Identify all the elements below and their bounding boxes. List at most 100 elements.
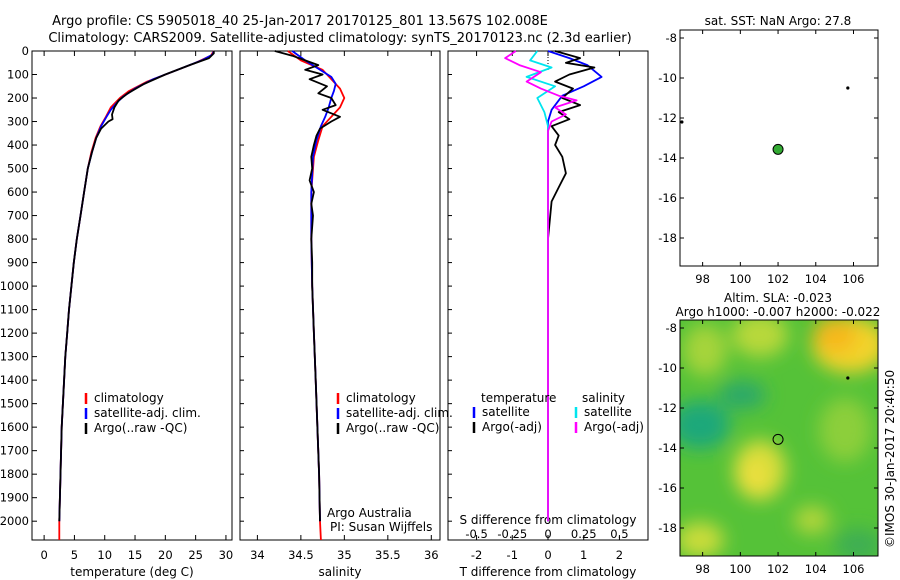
temperature-legend-label: satellite-adj. clim.	[94, 406, 201, 420]
depth-tick-label: 400	[7, 138, 29, 152]
difference-xtick-label: 2	[616, 548, 623, 562]
diff-legend-temperature-header: temperature	[481, 391, 556, 405]
temperature-xtick-label: 25	[188, 548, 203, 562]
sla-map-frame	[679, 319, 879, 557]
depth-tick-label: 200	[7, 91, 29, 105]
temperature-panel: temperature (deg C) 0 5 10 15 20 25 3001002003…	[0, 44, 233, 579]
depth-tick-label: 500	[7, 162, 29, 176]
difference-top-tick-label: -0.5	[465, 527, 487, 541]
sla-map-title: Altim. SLA: -0.023	[724, 291, 832, 305]
diff-temperature-legend-label: satellite	[482, 405, 530, 419]
difference-panel: T difference from climatology S differen…	[447, 50, 649, 579]
salinity-legend-label: satellite-adj. clim.	[346, 406, 453, 420]
sla-ytick-label: -10	[658, 361, 677, 375]
salinity-xtick-label: 36	[424, 548, 439, 562]
depth-tick-label: 0	[22, 44, 29, 58]
depth-tick-label: 800	[7, 232, 29, 246]
sst-ytick-label: -18	[658, 231, 677, 245]
temperature-xtick-label: 20	[158, 548, 173, 562]
sst-xtick-label: 98	[695, 272, 710, 286]
salinity-legend-label: climatology	[346, 391, 416, 405]
salinity-legend-label: Argo(..raw -QC)	[346, 421, 439, 435]
sst-ytick-label: -10	[658, 71, 677, 85]
sla-xtick-label: 100	[729, 562, 751, 576]
sla-ytick-label: -8	[666, 321, 677, 335]
diff-temperature-legend-label: Argo(-adj)	[482, 420, 542, 434]
title-line-2: Climatology: CARS2009. Satellite-adjuste…	[48, 31, 631, 46]
depth-tick-label: 1300	[0, 350, 29, 364]
sla-track-point	[846, 376, 850, 380]
sla-ytick-label: -14	[658, 441, 677, 455]
salinity-xlabel: salinity	[318, 565, 361, 579]
salinity-panel: salinity 34 34.5 35 35.5 36	[239, 50, 441, 579]
temperature-frame	[31, 50, 233, 541]
temperature-xtick-label: 30	[219, 548, 234, 562]
depth-tick-label: 1200	[0, 326, 29, 340]
sst-ytick-label: -14	[658, 151, 677, 165]
sla-map-subtitle: Argo h1000: -0.007 h2000: -0.022	[676, 305, 881, 319]
depth-tick-label: 1600	[0, 420, 29, 434]
difference-top-tick-label: 0.5	[610, 527, 628, 541]
sst-xtick-label: 100	[729, 272, 751, 286]
depth-tick-label: 1400	[0, 373, 29, 387]
depth-tick-label: 100	[7, 68, 29, 82]
depth-tick-label: 900	[7, 256, 29, 270]
sla-xtick-label: 98	[695, 562, 710, 576]
title-line-1: Argo profile: CS 5905018_40 25-Jan-2017 …	[52, 14, 548, 29]
pi-label: PI: Susan Wijffels	[330, 520, 432, 534]
difference-top-tick-label: 0.25	[571, 527, 597, 541]
diff-salinity-legend-label: satellite	[584, 405, 632, 419]
sst-track-point	[680, 120, 684, 124]
temperature-legend-label: climatology	[94, 391, 164, 405]
diff-legend-salinity-header: salinity	[582, 391, 625, 405]
sst-track-point	[846, 86, 850, 90]
sst-ytick-label: -16	[658, 191, 677, 205]
temperature-xtick-label: 0	[40, 548, 47, 562]
depth-tick-label: 1100	[0, 303, 29, 317]
salinity-xtick-label: 34.5	[288, 548, 314, 562]
depth-tick-label: 1900	[0, 491, 29, 505]
depth-tick-label: 700	[7, 209, 29, 223]
difference-xtick-label: -1	[507, 548, 518, 562]
sst-map-title: sat. SST: NaN Argo: 27.8	[705, 14, 852, 28]
temperature-xtick-label: 10	[97, 548, 112, 562]
sla-ytick-label: -16	[658, 481, 677, 495]
depth-tick-label: 1500	[0, 397, 29, 411]
temperature-legend-label: Argo(..raw -QC)	[94, 421, 187, 435]
sla-xtick-label: 104	[805, 562, 827, 576]
sst-map-panel: sat. SST: NaN Argo: 27.8 98 100 102 104 106 -…	[658, 14, 879, 286]
difference-xtick-label: -2	[471, 548, 482, 562]
sst-ytick-label: -8	[666, 31, 677, 45]
depth-tick-label: 1700	[0, 444, 29, 458]
difference-series-s-satellite	[525, 50, 556, 522]
difference-xtick-label: 1	[580, 548, 587, 562]
diff-salinity-legend-label: Argo(-adj)	[584, 420, 644, 434]
sla-xtick-label: 106	[843, 562, 865, 576]
sst-xtick-label: 106	[843, 272, 865, 286]
difference-series-s-argo-adj-	[504, 50, 578, 522]
sst-ytick-label: -12	[658, 111, 677, 125]
sla-xtick-label: 102	[767, 562, 789, 576]
temperature-xtick-label: 15	[128, 548, 143, 562]
temperature-series-argo	[58, 51, 215, 522]
sla-map-panel: Altim. SLA: -0.023 Argo h1000: -0.007 h2…	[658, 291, 881, 576]
difference-xtick-label: 0	[544, 548, 551, 562]
sla-ytick-label: -18	[658, 521, 677, 535]
imos-watermark: ©IMOS 30-Jan-2017 20:40:50	[883, 370, 897, 548]
sst-argo-position-marker	[772, 143, 784, 155]
difference-xlabel: T difference from climatology	[459, 565, 637, 579]
difference-top-tick-label: -0.25	[497, 527, 527, 541]
salinity-xtick-label: 35.5	[375, 548, 401, 562]
sst-xtick-label: 104	[805, 272, 827, 286]
difference-top-tick-label: 0	[544, 527, 551, 541]
depth-tick-label: 300	[7, 115, 29, 129]
temperature-xtick-label: 5	[71, 548, 78, 562]
depth-tick-label: 600	[7, 185, 29, 199]
credit-label: Argo Australia	[327, 506, 412, 520]
sla-argo-position-marker	[772, 433, 784, 445]
sla-ytick-label: -12	[658, 401, 677, 415]
sst-xtick-label: 102	[767, 272, 789, 286]
depth-tick-label: 1000	[0, 279, 29, 293]
temperature-xlabel: temperature (deg C)	[70, 565, 193, 579]
